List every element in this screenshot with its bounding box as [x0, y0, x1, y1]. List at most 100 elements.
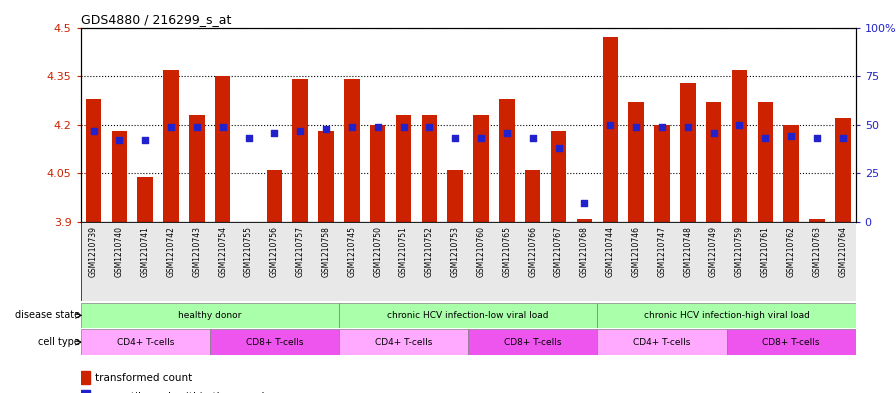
Point — [345, 123, 359, 130]
Text: GSM1210739: GSM1210739 — [89, 226, 98, 277]
Text: GSM1210758: GSM1210758 — [322, 226, 331, 277]
Point — [577, 199, 591, 206]
Text: CD8+ T-cells: CD8+ T-cells — [504, 338, 562, 347]
Text: GSM1210750: GSM1210750 — [374, 226, 383, 277]
Text: GDS4880 / 216299_s_at: GDS4880 / 216299_s_at — [81, 13, 231, 26]
Text: CD4+ T-cells: CD4+ T-cells — [633, 338, 691, 347]
Text: GSM1210754: GSM1210754 — [219, 226, 228, 277]
Text: GSM1210763: GSM1210763 — [813, 226, 822, 277]
Bar — [292, 79, 308, 222]
Text: GSM1210756: GSM1210756 — [270, 226, 279, 277]
Point — [706, 129, 720, 136]
Bar — [339, 303, 598, 328]
Text: GSM1210743: GSM1210743 — [193, 226, 202, 277]
Bar — [370, 125, 385, 222]
Point — [190, 123, 204, 130]
Point — [422, 123, 436, 130]
Bar — [598, 329, 727, 355]
Text: GSM1210752: GSM1210752 — [425, 226, 434, 277]
Text: GSM1210748: GSM1210748 — [684, 226, 693, 277]
Text: CD8+ T-cells: CD8+ T-cells — [762, 338, 820, 347]
Bar — [81, 371, 90, 384]
Bar — [727, 329, 856, 355]
Text: GSM1210764: GSM1210764 — [839, 226, 848, 277]
Text: chronic HCV infection-low viral load: chronic HCV infection-low viral load — [387, 311, 549, 320]
Bar — [551, 131, 566, 222]
Bar — [809, 219, 824, 222]
Text: GSM1210749: GSM1210749 — [709, 226, 718, 277]
Text: GSM1210759: GSM1210759 — [735, 226, 744, 277]
Point — [681, 123, 695, 130]
Point — [603, 121, 617, 128]
Bar — [81, 329, 210, 355]
Point — [86, 127, 100, 134]
Bar — [396, 115, 411, 222]
Point — [655, 123, 669, 130]
Text: GSM1210761: GSM1210761 — [761, 226, 770, 277]
Point — [836, 135, 850, 141]
Bar — [422, 115, 437, 222]
Text: transformed count: transformed count — [95, 373, 193, 383]
Text: GSM1210747: GSM1210747 — [658, 226, 667, 277]
Point — [474, 135, 488, 141]
Bar — [757, 102, 773, 222]
Text: GSM1210746: GSM1210746 — [632, 226, 641, 277]
Point — [319, 125, 333, 132]
Point — [138, 137, 152, 143]
Text: GSM1210768: GSM1210768 — [580, 226, 589, 277]
Text: CD4+ T-cells: CD4+ T-cells — [375, 338, 432, 347]
Text: GSM1210740: GSM1210740 — [115, 226, 124, 277]
Point — [396, 123, 410, 130]
Text: GSM1210751: GSM1210751 — [399, 226, 408, 277]
Point — [784, 133, 798, 140]
Text: GSM1210744: GSM1210744 — [606, 226, 615, 277]
Point — [267, 129, 281, 136]
Bar — [81, 303, 339, 328]
Bar — [112, 131, 127, 222]
Point — [551, 145, 565, 151]
Point — [448, 135, 462, 141]
Bar — [628, 102, 644, 222]
Bar — [163, 70, 179, 222]
Bar — [344, 79, 359, 222]
Bar — [680, 83, 695, 222]
Bar — [732, 70, 747, 222]
Text: GSM1210765: GSM1210765 — [503, 226, 512, 277]
Point — [629, 123, 643, 130]
Point — [810, 135, 824, 141]
Text: chronic HCV infection-high viral load: chronic HCV infection-high viral load — [643, 311, 809, 320]
Bar — [86, 99, 101, 222]
Bar — [215, 76, 230, 222]
Bar — [706, 102, 721, 222]
Text: GSM1210757: GSM1210757 — [296, 226, 305, 277]
Point — [241, 135, 255, 141]
Bar — [447, 170, 463, 222]
Bar — [654, 125, 669, 222]
Bar — [602, 37, 618, 222]
Text: cell type: cell type — [38, 337, 80, 347]
Bar — [137, 177, 153, 222]
Bar — [468, 329, 598, 355]
Text: CD8+ T-cells: CD8+ T-cells — [246, 338, 303, 347]
Point — [526, 135, 540, 141]
Point — [500, 129, 514, 136]
Text: GSM1210755: GSM1210755 — [244, 226, 253, 277]
Bar — [783, 125, 799, 222]
Bar — [577, 219, 592, 222]
Bar — [598, 303, 856, 328]
Point — [371, 123, 385, 130]
Bar — [835, 118, 850, 222]
Point — [732, 121, 746, 128]
Text: GSM1210741: GSM1210741 — [141, 226, 150, 277]
Bar — [189, 115, 204, 222]
Bar — [210, 329, 339, 355]
Text: GSM1210753: GSM1210753 — [451, 226, 460, 277]
Text: disease state: disease state — [14, 310, 80, 320]
Text: GSM1210767: GSM1210767 — [554, 226, 563, 277]
Text: percentile rank within the sample: percentile rank within the sample — [95, 392, 271, 393]
Text: healthy donor: healthy donor — [178, 311, 242, 320]
Text: GSM1210762: GSM1210762 — [787, 226, 796, 277]
Text: GSM1210766: GSM1210766 — [529, 226, 538, 277]
Text: GSM1210745: GSM1210745 — [348, 226, 357, 277]
Bar — [525, 170, 540, 222]
